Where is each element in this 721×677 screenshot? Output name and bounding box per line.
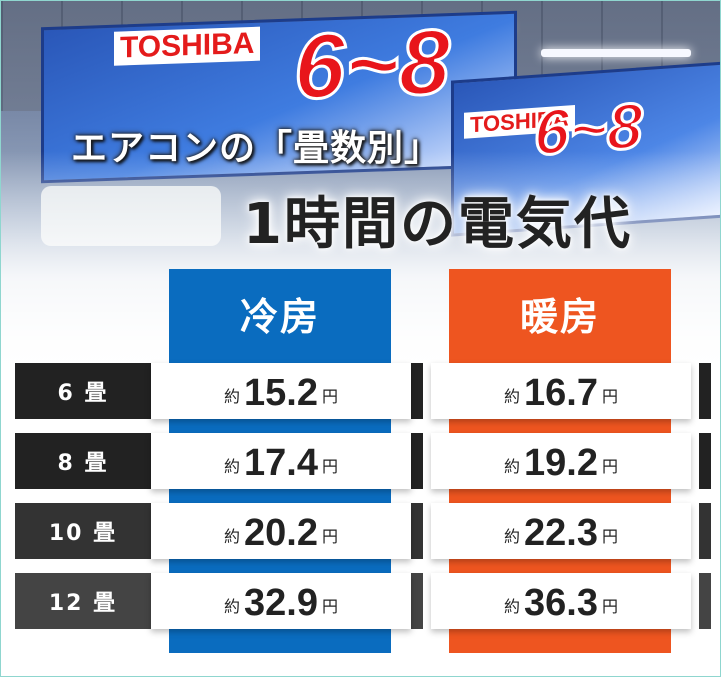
cooling-cost-cell: 約 17.4 円 — [151, 433, 411, 489]
title-line2: 1時間の電気代 — [243, 192, 632, 257]
approx-prefix: 約 — [504, 527, 521, 546]
approx-prefix: 約 — [224, 597, 241, 616]
approx-prefix: 約 — [224, 527, 241, 546]
heating-cost-cell: 約 19.2 円 — [431, 433, 691, 489]
approx-prefix: 約 — [504, 457, 521, 476]
room-size-label: 6 畳 — [15, 363, 151, 419]
approx-prefix: 約 — [224, 387, 241, 406]
room-size-label: 12 畳 — [15, 573, 151, 629]
cooling-cost-value: 17.4 — [244, 442, 318, 484]
promo-number: 6~8 — [293, 10, 452, 120]
heating-cost-value: 19.2 — [524, 442, 598, 484]
row-divider — [411, 363, 423, 419]
approx-prefix: 約 — [224, 457, 241, 476]
row-divider — [411, 573, 423, 629]
yen-unit: 円 — [321, 457, 338, 476]
cooling-cost-value: 20.2 — [244, 512, 318, 554]
heating-cost-cell: 約 22.3 円 — [431, 503, 691, 559]
yen-unit: 円 — [601, 457, 618, 476]
cooling-cost-value: 15.2 — [244, 372, 318, 414]
heating-cost-value: 36.3 — [524, 582, 598, 624]
table-row: 10 畳 約 20.2 円 約 22.3 円 — [15, 503, 711, 559]
cooling-cost-cell: 約 20.2 円 — [151, 503, 411, 559]
yen-unit: 円 — [321, 387, 338, 406]
table-row: 12 畳 約 32.9 円 約 36.3 円 — [15, 573, 711, 629]
heating-cost-cell: 約 36.3 円 — [431, 573, 691, 629]
cooling-cost-cell: 約 32.9 円 — [151, 573, 411, 629]
title-line1: エアコンの「畳数別」 — [71, 128, 442, 169]
cooling-cost-cell: 約 15.2 円 — [151, 363, 411, 419]
yen-unit: 円 — [601, 527, 618, 546]
row-divider — [699, 503, 711, 559]
yen-unit: 円 — [601, 597, 618, 616]
approx-prefix: 約 — [504, 387, 521, 406]
cooling-header: 冷房 — [239, 294, 320, 339]
brand-logo: TOSHIBA — [114, 26, 261, 66]
heating-cost-cell: 約 16.7 円 — [431, 363, 691, 419]
room-size-label: 8 畳 — [15, 433, 151, 489]
row-divider — [411, 433, 423, 489]
yen-unit: 円 — [321, 597, 338, 616]
room-size-label: 10 畳 — [15, 503, 151, 559]
row-divider — [699, 433, 711, 489]
row-divider — [699, 573, 711, 629]
table-row: 8 畳 約 17.4 円 約 19.2 円 — [15, 433, 711, 489]
heating-header: 暖房 — [519, 294, 600, 339]
yen-unit: 円 — [321, 527, 338, 546]
row-divider — [411, 503, 423, 559]
row-divider — [699, 363, 711, 419]
ceiling-light — [541, 49, 691, 57]
heating-cost-value: 22.3 — [524, 512, 598, 554]
yen-unit: 円 — [601, 387, 618, 406]
cooling-cost-value: 32.9 — [244, 582, 318, 624]
table-row: 6 畳 約 15.2 円 約 16.7 円 — [15, 363, 711, 419]
heating-cost-value: 16.7 — [524, 372, 598, 414]
approx-prefix: 約 — [504, 597, 521, 616]
